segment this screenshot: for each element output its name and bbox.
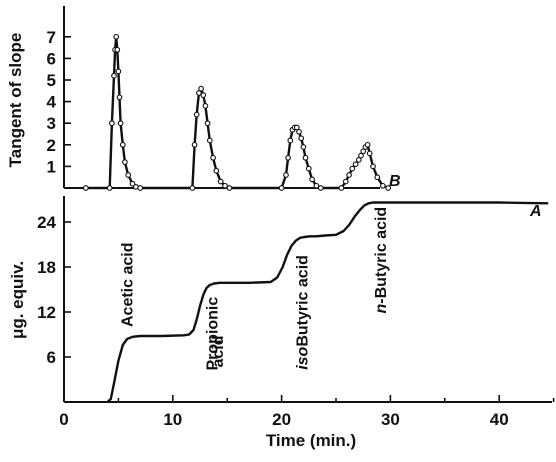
upper-data-point <box>191 141 198 148</box>
upper-data-point <box>342 178 349 185</box>
upper-data-point <box>217 178 224 185</box>
upper-data-point <box>122 159 128 165</box>
upper-points <box>82 33 392 191</box>
annotation-label: n-Butyric acid <box>373 207 390 314</box>
upper-data-point <box>137 185 144 191</box>
upper-data-point <box>193 111 200 118</box>
lower-series-line <box>106 201 549 403</box>
upper-y-tick-label: 4 <box>47 93 57 112</box>
lower-x-ticks: 0 10 20 30 40 <box>59 395 555 429</box>
lower-y-tick-label: 18 <box>37 258 56 277</box>
upper-y-axis-title: Tangent of slope <box>6 33 25 168</box>
upper-data-point <box>349 165 356 172</box>
upper-y-tick-label: 7 <box>47 28 56 47</box>
x-tick-label: 10 <box>163 410 182 429</box>
x-tick-label: 30 <box>381 410 400 429</box>
upper-y-tick-label: 5 <box>47 71 56 90</box>
upper-y-tick-label: 2 <box>47 136 56 155</box>
x-tick-label: 40 <box>490 410 509 429</box>
upper-data-point <box>213 167 220 174</box>
upper-data-point <box>338 185 345 191</box>
upper-data-point <box>293 124 300 131</box>
upper-data-point <box>364 141 371 148</box>
upper-data-point <box>117 120 124 127</box>
upper-data-point <box>129 180 136 187</box>
upper-y-ticks: 1 2 3 4 5 6 7 <box>47 28 71 176</box>
x-tick-label: 0 <box>59 410 68 429</box>
upper-data-point <box>198 85 204 92</box>
x-tick-label: 20 <box>272 410 291 429</box>
upper-data-point <box>111 72 117 79</box>
annotation-label: isoButyric acid <box>295 255 312 370</box>
lower-y-tick-label: 6 <box>47 348 56 367</box>
upper-data-point <box>374 174 381 181</box>
x-axis-title: Time (min.) <box>266 431 356 450</box>
upper-data-point <box>114 46 121 53</box>
curve-label-b: B <box>389 173 401 190</box>
lower-y-tick-label: 12 <box>37 303 56 322</box>
upper-data-point <box>352 161 359 168</box>
upper-data-point <box>300 144 307 150</box>
upper-data-point <box>109 120 115 127</box>
upper-data-point <box>226 185 233 191</box>
upper-data-point <box>116 94 123 101</box>
upper-data-point <box>379 182 386 189</box>
upper-data-point <box>206 137 213 144</box>
upper-data-point <box>204 120 211 127</box>
upper-data-point <box>115 68 122 75</box>
lower-panel: 6 12 18 24 0 10 20 30 40 μg. equiv. Time (min.)… <box>8 196 555 450</box>
upper-series-line <box>85 35 389 190</box>
upper-data-point <box>189 185 196 191</box>
upper-data-point <box>200 92 207 98</box>
upper-data-point <box>125 172 132 178</box>
upper-data-point <box>296 128 302 135</box>
annotation-label: Acetic acid <box>120 243 137 327</box>
upper-data-point <box>313 182 320 189</box>
upper-data-point <box>317 185 324 191</box>
upper-data-point <box>119 141 126 148</box>
annotation-label: acid <box>210 335 227 367</box>
upper-data-point <box>298 135 305 142</box>
upper-data-point <box>385 185 392 191</box>
lower-y-axis-title: μg. equiv. <box>8 261 27 339</box>
upper-data-point <box>287 137 294 144</box>
upper-data-point <box>285 154 291 161</box>
upper-data-point <box>355 157 362 163</box>
upper-data-point <box>358 152 364 159</box>
upper-data-point <box>370 163 376 170</box>
annotation-label: Propionic <box>204 297 221 371</box>
upper-data-point <box>305 165 312 172</box>
upper-data-point <box>196 90 202 96</box>
upper-data-point <box>360 148 367 155</box>
upper-y-tick-label: 3 <box>47 114 56 133</box>
upper-data-point <box>278 185 285 191</box>
upper-data-point <box>82 185 89 191</box>
upper-data-point <box>202 103 209 109</box>
upper-data-point <box>106 185 113 191</box>
upper-data-point <box>309 176 315 183</box>
upper-data-point <box>302 154 309 161</box>
upper-y-tick-label: 1 <box>47 157 56 176</box>
lower-y-tick-label: 24 <box>37 213 56 232</box>
upper-data-point <box>210 154 216 161</box>
curve-label-a: A <box>529 203 542 220</box>
upper-y-tick-label: 6 <box>47 49 56 68</box>
upper-data-point <box>346 172 352 178</box>
lower-y-ticks: 6 12 18 24 <box>37 213 71 367</box>
upper-data-point <box>113 33 120 40</box>
upper-panel: 1 2 3 4 5 6 7 Tangent of slope B <box>6 6 401 191</box>
upper-data-point <box>222 182 228 189</box>
upper-data-point <box>366 150 373 157</box>
upper-data-point <box>283 172 289 178</box>
